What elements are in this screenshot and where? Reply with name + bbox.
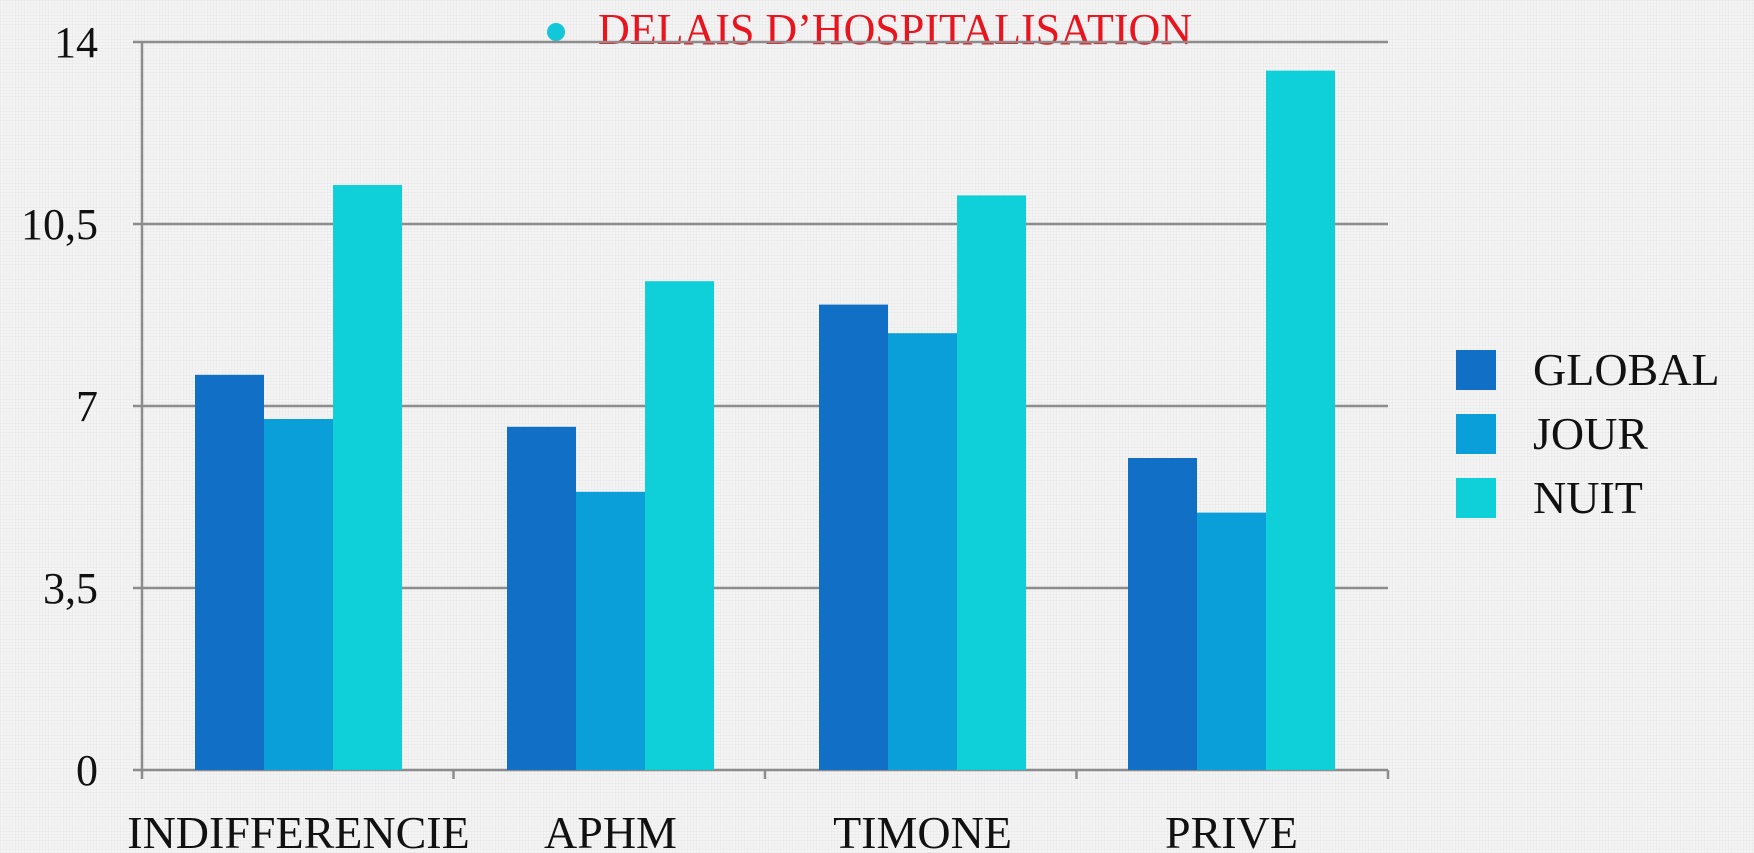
bar-global-prive: [1128, 458, 1197, 770]
legend-swatch-nuit: [1456, 478, 1496, 518]
bar-nuit-timone: [957, 195, 1026, 770]
legend-label-jour: JOUR: [1533, 408, 1648, 459]
chart-title: DELAIS D’HOSPITALISATION: [598, 5, 1192, 54]
x-category-label: INDIFFERENCIE: [127, 807, 469, 853]
bar-jour-timone: [888, 333, 957, 770]
y-tick-label: 7: [76, 382, 98, 431]
bar-jour-indifferencie: [264, 419, 333, 770]
bar-global-indifferencie: [195, 374, 264, 770]
y-tick-label: 3,5: [43, 564, 98, 613]
y-tick-label: 0: [76, 746, 98, 795]
x-axis-category-labels: INDIFFERENCIE APHM TIMONE PRIVE: [127, 807, 1298, 853]
y-axis-tick-labels: 0 3,5 7 10,5 14: [21, 18, 98, 795]
y-tick-label: 10,5: [21, 200, 98, 249]
bar-jour-aphm: [576, 491, 645, 770]
legend-label-global: GLOBAL: [1533, 344, 1720, 395]
x-category-label: APHM: [544, 807, 677, 853]
bar-global-timone: [819, 304, 888, 770]
bar-nuit-aphm: [645, 281, 714, 770]
bar-jour-prive: [1197, 512, 1266, 770]
legend-swatch-global: [1456, 350, 1496, 390]
bar-nuit-indifferencie: [333, 185, 402, 770]
bar-nuit-prive: [1266, 70, 1335, 771]
legend-swatch-jour: [1456, 414, 1496, 454]
bar-global-aphm: [507, 426, 576, 770]
x-category-label: PRIVE: [1165, 807, 1298, 853]
title-bullet-icon: [547, 23, 565, 41]
y-tick-label: 14: [54, 18, 98, 67]
chart-title-group: DELAIS D’HOSPITALISATION: [547, 5, 1192, 54]
legend: GLOBAL JOUR NUIT: [1456, 344, 1720, 523]
bars: [195, 70, 1335, 771]
x-category-label: TIMONE: [833, 807, 1012, 853]
legend-label-nuit: NUIT: [1533, 472, 1643, 523]
